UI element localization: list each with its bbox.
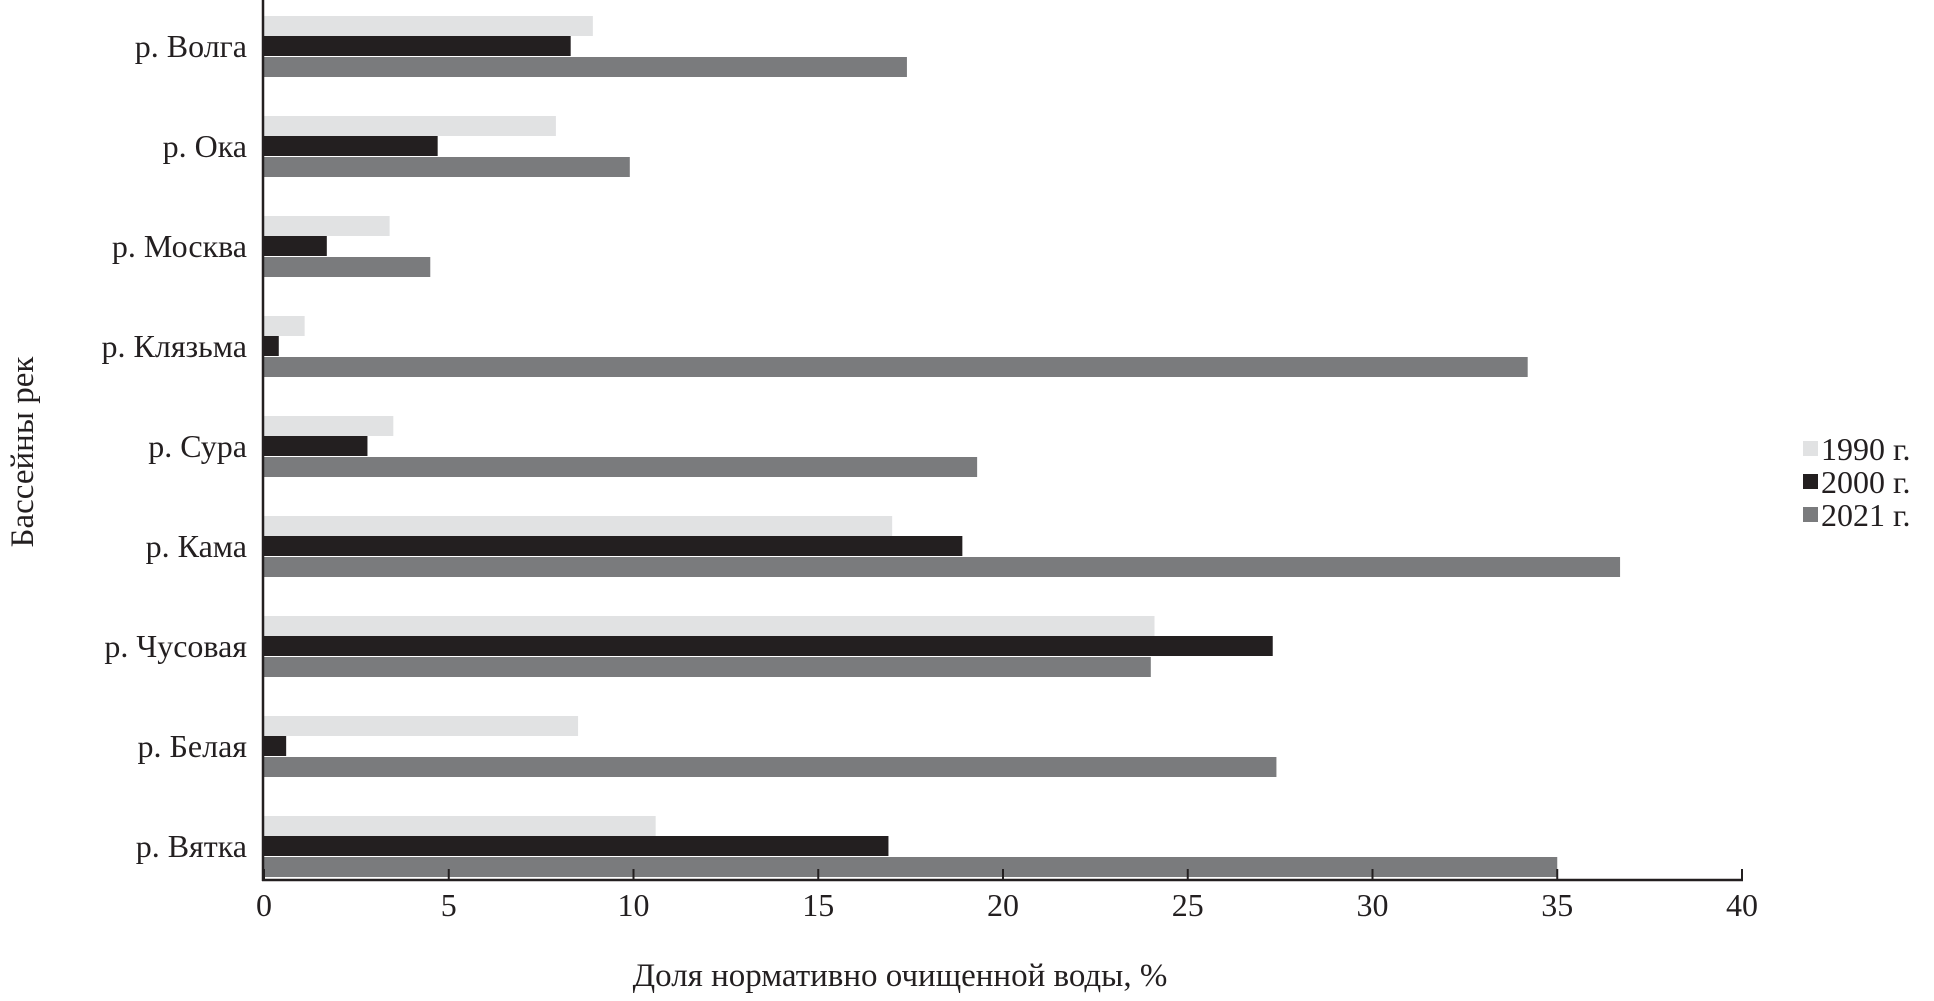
bar-2021-1 (264, 157, 630, 177)
bar-2021-4 (264, 457, 978, 477)
bar-1990-5 (264, 516, 893, 536)
x-tick-label: 25 (1172, 887, 1204, 923)
bar-2021-3 (264, 357, 1528, 377)
bar-1990-0 (264, 16, 593, 36)
category-labels: р. Волга р. Ока р. Москва р. Клязьма р. Сура… (102, 28, 248, 864)
bar-1990-1 (264, 116, 556, 136)
x-tick-label: 30 (1357, 887, 1389, 923)
category-label: р. Ока (163, 128, 247, 164)
bar-2000-4 (264, 436, 368, 456)
bar-2021-0 (264, 57, 907, 77)
bar-2000-6 (264, 636, 1273, 656)
legend-label: 2000 г. (1821, 464, 1911, 500)
bar-2000-7 (264, 736, 287, 756)
legend-label: 1990 г. (1821, 431, 1911, 467)
bar-1990-4 (264, 416, 394, 436)
x-tick-label: 0 (256, 887, 272, 923)
category-label: р. Вятка (136, 828, 247, 864)
category-label: р. Чусовая (104, 628, 247, 664)
x-axis-label: Доля нормативно очищенной воды, % (633, 958, 1168, 994)
x-tick-label: 35 (1541, 887, 1573, 923)
legend-swatch (1803, 441, 1818, 456)
bar-1990-7 (264, 716, 579, 736)
category-label: р. Кама (146, 528, 247, 564)
x-ticks: 0 5 10 15 20 25 30 35 40 (256, 869, 1758, 923)
x-tick-label: 5 (441, 887, 457, 923)
y-axis-label: Бассейны рек (5, 356, 41, 548)
legend-swatch (1803, 507, 1818, 522)
category-label: р. Волга (135, 28, 247, 64)
legend-swatch (1803, 474, 1818, 489)
x-tick-label: 20 (987, 887, 1019, 923)
bar-1990-3 (264, 316, 305, 336)
category-label: р. Белая (138, 728, 248, 764)
bar-2021-7 (264, 757, 1277, 777)
legend: 1990 г.2000 г.2021 г. (1803, 431, 1911, 533)
bars-layer (264, 16, 1621, 877)
legend-label: 2021 г. (1821, 497, 1911, 533)
bar-2000-8 (264, 836, 889, 856)
bar-2021-5 (264, 557, 1621, 577)
bar-2000-3 (264, 336, 279, 356)
bar-1990-6 (264, 616, 1155, 636)
bar-2000-2 (264, 236, 327, 256)
bar-2021-8 (264, 857, 1558, 877)
bar-2000-1 (264, 136, 438, 156)
x-tick-label: 10 (618, 887, 650, 923)
bar-1990-2 (264, 216, 390, 236)
bar-2021-6 (264, 657, 1151, 677)
category-label: р. Клязьма (102, 328, 248, 364)
category-label: р. Сура (148, 428, 247, 464)
bar-1990-8 (264, 816, 656, 836)
bar-2021-2 (264, 257, 431, 277)
bar-2000-0 (264, 36, 571, 56)
category-label: р. Москва (112, 228, 247, 264)
x-tick-label: 15 (802, 887, 834, 923)
x-tick-label: 40 (1726, 887, 1758, 923)
bar-2000-5 (264, 536, 963, 556)
